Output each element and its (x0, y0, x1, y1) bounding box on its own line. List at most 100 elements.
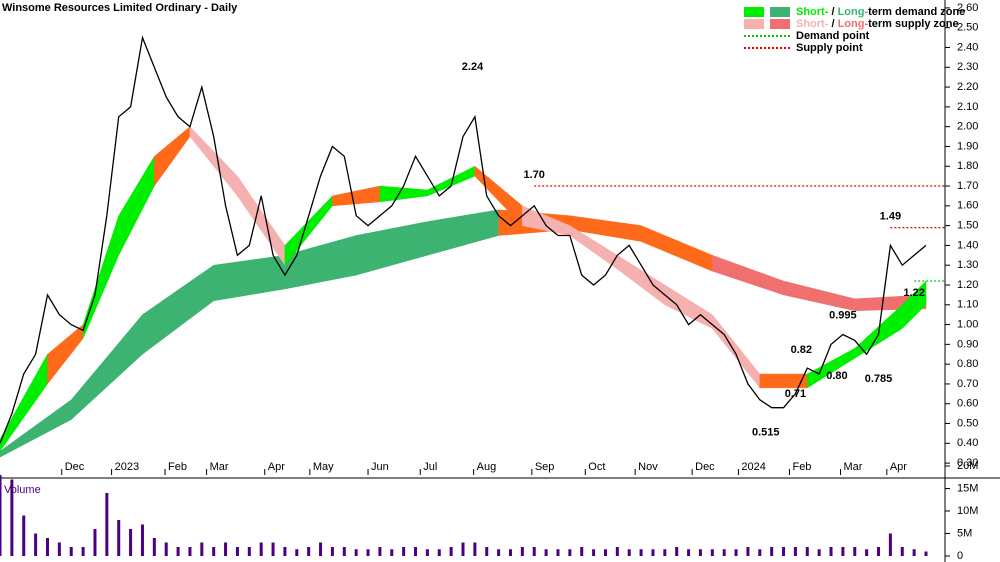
annotation: 2.24 (462, 61, 484, 73)
volume-bar (437, 549, 441, 556)
volume-bar (627, 549, 631, 556)
volume-tick-label: 15M (957, 482, 978, 494)
volume-bar (817, 549, 821, 556)
volume-bar (461, 542, 465, 556)
annotation: 1.70 (524, 169, 545, 181)
annotation: 0.82 (791, 344, 812, 356)
long-term-zone (142, 264, 214, 355)
legend-text: / (828, 6, 837, 18)
y-tick-label: 2.50 (957, 22, 978, 34)
volume-bar (888, 533, 892, 556)
annotation: 0.515 (752, 426, 780, 438)
short-term-zone (237, 175, 286, 267)
x-tick-label: Aug (477, 461, 497, 473)
y-tick-label: 1.50 (957, 220, 978, 232)
chart-title: Winsome Resources Limited Ordinary - Dai… (2, 2, 238, 14)
annotation: 1.49 (880, 211, 901, 223)
volume-bar (212, 547, 216, 556)
volume-bar (176, 547, 180, 556)
volume-bar (877, 547, 881, 556)
volume-bar (140, 524, 144, 556)
volume-bar (639, 549, 643, 556)
volume-bar (235, 547, 239, 556)
legend-text: Long- (838, 18, 869, 30)
volume-bar (81, 547, 85, 556)
x-tick-label: Dec (65, 461, 85, 473)
legend-swatch (770, 7, 790, 17)
legend-label: Supply point (796, 42, 863, 54)
volume-tick-label: 10M (957, 505, 978, 517)
legend-text: Short- (796, 18, 829, 30)
volume-bar (485, 547, 489, 556)
volume-bar (592, 549, 596, 556)
volume-bar (758, 549, 762, 556)
short-term-zone (154, 126, 191, 187)
volume-bar (247, 547, 251, 556)
y-tick-label: 0.60 (957, 398, 978, 410)
short-term-zone (47, 324, 84, 385)
volume-bar (307, 547, 311, 556)
volume-bar (746, 547, 750, 556)
y-tick-label: 0.80 (957, 358, 978, 370)
y-tick-label: 1.70 (957, 180, 978, 192)
annotation: 0.71 (785, 388, 806, 400)
volume-bar (354, 549, 358, 556)
y-tick-label: 1.40 (957, 239, 978, 251)
volume-bar (805, 547, 809, 556)
x-tick-label: Jul (423, 461, 437, 473)
legend-text: term supply zone (868, 18, 958, 30)
volume-bar (544, 549, 548, 556)
y-tick-label: 0.70 (957, 378, 978, 390)
volume-bar (57, 542, 61, 556)
y-tick-label: 1.20 (957, 279, 978, 291)
y-tick-label: 1.10 (957, 299, 978, 311)
legend-label: Short- / Long-term supply zone (796, 18, 959, 30)
volume-bar (841, 547, 845, 556)
legend-label: Demand point (796, 30, 870, 42)
volume-bar (402, 547, 406, 556)
legend-text: / (828, 18, 837, 30)
volume-label: Volume (4, 484, 41, 496)
volume-bar (532, 547, 536, 556)
volume-bar (10, 479, 14, 556)
x-tick-label: 2024 (741, 461, 765, 473)
long-term-zone (640, 225, 713, 272)
short-term-zone (712, 313, 761, 389)
volume-tick-label: 5M (957, 527, 972, 539)
volume-bar (259, 542, 263, 556)
x-tick-label: Dec (695, 461, 715, 473)
short-term-zone (379, 185, 428, 203)
volume-bar (69, 547, 73, 556)
volume-bar (295, 549, 299, 556)
y-tick-label: 2.10 (957, 101, 978, 113)
volume-bar (117, 520, 121, 556)
x-tick-label: Jun (371, 461, 389, 473)
volume-bar (698, 549, 702, 556)
x-tick-label: Apr (890, 461, 907, 473)
short-term-zone (118, 155, 155, 256)
y-tick-label: 0.90 (957, 338, 978, 350)
x-tick-label: Mar (844, 461, 863, 473)
y-tick-label: 1.90 (957, 140, 978, 152)
volume-bar (663, 549, 667, 556)
volume-bar (34, 533, 38, 556)
volume-bar (615, 547, 619, 556)
volume-bar (0, 475, 2, 556)
y-tick-label: 1.80 (957, 160, 978, 172)
volume-bar (829, 547, 833, 556)
price-line (0, 35, 927, 444)
legend-swatch (770, 19, 790, 29)
volume-bar (449, 547, 453, 556)
y-tick-label: 0.30 (957, 457, 978, 469)
short-term-zone (902, 280, 927, 330)
y-tick-label: 2.60 (957, 2, 978, 14)
y-tick-label: 1.30 (957, 259, 978, 271)
volume-bar (508, 549, 512, 556)
long-term-zone (427, 209, 499, 256)
y-tick-label: 2.30 (957, 61, 978, 73)
legend-swatch (744, 7, 764, 17)
volume-bar (271, 542, 275, 556)
volume-bar (473, 542, 477, 556)
y-tick-label: 2.40 (957, 41, 978, 53)
